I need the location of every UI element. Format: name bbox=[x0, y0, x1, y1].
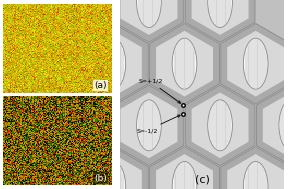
Polygon shape bbox=[156, 154, 213, 189]
Polygon shape bbox=[227, 154, 284, 189]
Text: (b): (b) bbox=[94, 174, 107, 183]
Text: (c): (c) bbox=[195, 175, 210, 185]
Ellipse shape bbox=[243, 161, 268, 189]
Polygon shape bbox=[121, 92, 177, 158]
Ellipse shape bbox=[208, 100, 232, 151]
Polygon shape bbox=[150, 23, 219, 104]
Ellipse shape bbox=[101, 38, 126, 89]
Polygon shape bbox=[79, 147, 148, 189]
Polygon shape bbox=[79, 23, 148, 104]
Polygon shape bbox=[227, 31, 284, 97]
Polygon shape bbox=[192, 92, 249, 158]
Ellipse shape bbox=[243, 38, 268, 89]
Polygon shape bbox=[192, 0, 249, 35]
Polygon shape bbox=[185, 85, 255, 166]
Polygon shape bbox=[221, 147, 289, 189]
Text: S=+1/2: S=+1/2 bbox=[138, 79, 180, 103]
Ellipse shape bbox=[279, 100, 289, 151]
Polygon shape bbox=[150, 147, 219, 189]
Ellipse shape bbox=[172, 161, 197, 189]
Ellipse shape bbox=[137, 100, 161, 151]
Ellipse shape bbox=[101, 161, 126, 189]
Polygon shape bbox=[263, 92, 289, 158]
Text: (a): (a) bbox=[95, 81, 107, 90]
Polygon shape bbox=[185, 0, 255, 42]
Ellipse shape bbox=[172, 38, 197, 89]
Polygon shape bbox=[114, 85, 184, 166]
Text: S=-1/2: S=-1/2 bbox=[136, 115, 180, 133]
Polygon shape bbox=[256, 85, 289, 166]
Polygon shape bbox=[221, 23, 289, 104]
Polygon shape bbox=[156, 31, 213, 97]
Polygon shape bbox=[85, 31, 142, 97]
Polygon shape bbox=[114, 0, 184, 42]
Polygon shape bbox=[85, 154, 142, 189]
Ellipse shape bbox=[137, 0, 161, 28]
Ellipse shape bbox=[208, 0, 232, 28]
Polygon shape bbox=[121, 0, 177, 35]
